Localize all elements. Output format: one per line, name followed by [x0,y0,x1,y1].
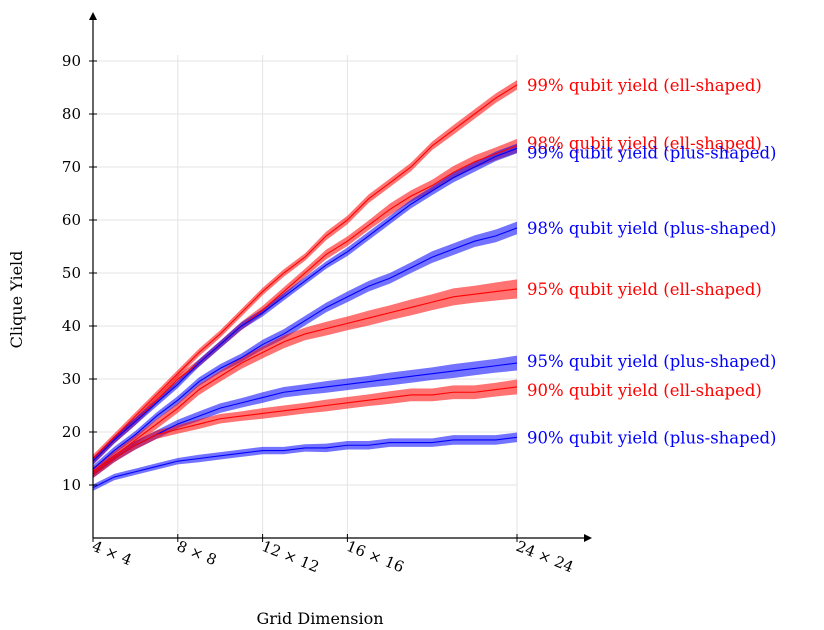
confidence-band-7 [93,432,517,491]
series-line-7 [92,436,518,489]
x-tick-label: 8 × 8 [174,537,219,569]
series-line-2 [92,147,518,462]
series-line-0 [92,84,518,459]
y-axis-label: Clique Yield [7,251,26,349]
x-tick-label: 16 × 16 [344,537,407,576]
y-tick-label: 50 [62,264,81,282]
series-label-4: 95% qubit yield (ell-shaped) [527,280,762,299]
x-axis-label: Grid Dimension [256,609,383,628]
axes [89,12,592,542]
y-tick-label: 40 [62,317,81,335]
series-line-3 [92,227,518,470]
confidence-band-0 [93,80,517,463]
series-line-6 [92,386,518,475]
series-label-3: 98% qubit yield (plus-shaped) [527,219,776,238]
y-tick-label: 70 [62,158,81,176]
y-tick-label: 10 [62,476,81,494]
series-line-5 [92,362,518,475]
series-labels: 99% qubit yield (ell-shaped) 98% qubit yi… [527,76,776,447]
series-lines [92,84,518,489]
y-tick-label: 20 [62,423,81,441]
series-label-2: 99% qubit yield (plus-shaped) [527,143,776,162]
x-tick-label: 12 × 12 [259,537,322,576]
confidence-band-3 [93,221,517,473]
y-tick-label: 80 [62,105,81,123]
y-tick-label: 60 [62,211,81,229]
confidence-bands [93,80,517,491]
x-tick-label: 4 × 4 [90,537,135,569]
x-tick-label: 24 × 24 [514,537,577,576]
series-label-7: 90% qubit yield (plus-shaped) [527,428,776,447]
series-line-4 [92,288,518,473]
series-label-5: 95% qubit yield (plus-shaped) [527,352,776,371]
series-label-1: 98% qubit yield (ell-shaped) [527,134,762,153]
series-label-6: 90% qubit yield (ell-shaped) [527,381,762,400]
series-label-0: 99% qubit yield (ell-shaped) [527,76,762,95]
series-line-1 [92,145,518,462]
y-tick-label: 30 [62,370,81,388]
confidence-band-4 [93,279,517,476]
y-tick-label: 90 [62,52,81,70]
